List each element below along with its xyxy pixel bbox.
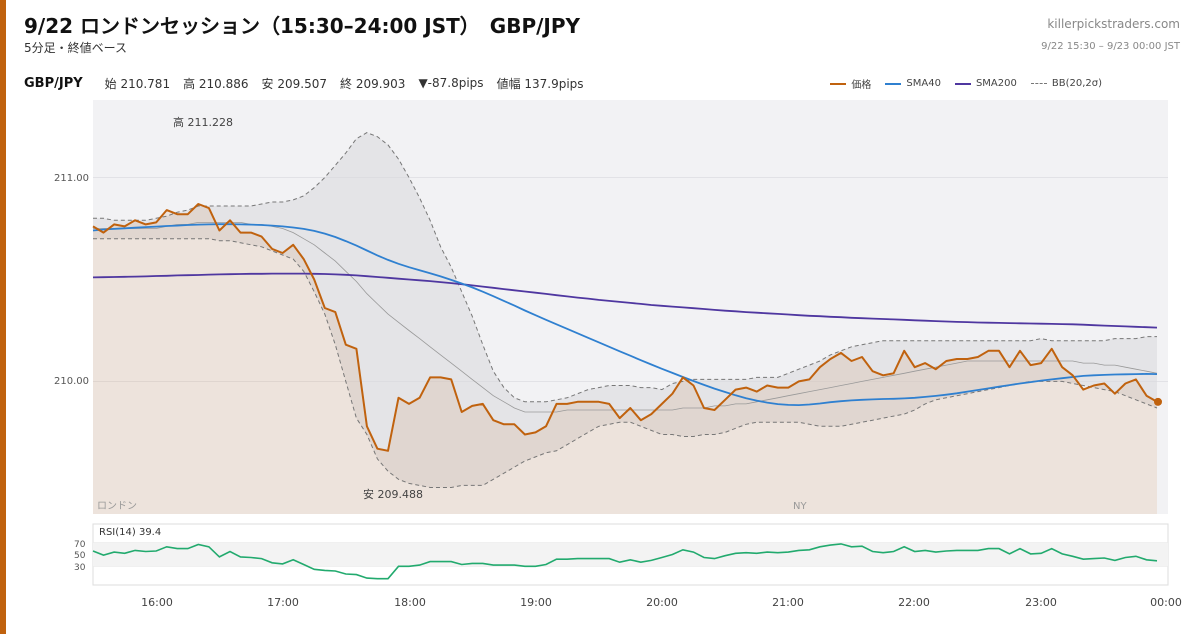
date-range: 9/22 15:30 – 9/23 00:00 JST: [1041, 41, 1180, 52]
rsi-line: [92, 543, 1158, 580]
legend-item-sma40[interactable]: SMA40: [885, 78, 941, 89]
open-price: 始 210.781: [104, 76, 171, 91]
x-tick-label: 19:00: [520, 596, 552, 609]
legend-item-price[interactable]: 価格: [830, 76, 871, 91]
brand-link[interactable]: killerpickstraders.com: [1047, 17, 1180, 31]
low-annotation: 安 209.488: [363, 487, 423, 501]
x-axis: 16:00 17:00 18:00 19:00 20:00 21:00 22:0…: [141, 596, 1182, 609]
chart-legend: 価格 SMA40 SMA200 BB(20,2σ): [816, 76, 1102, 91]
page-title: 9/22 ロンドンセッション（15:30–24:00 JST） GBP/JPY: [24, 14, 580, 38]
currency-pair: GBP/JPY: [24, 75, 83, 91]
x-tick-label: 20:00: [646, 596, 678, 609]
legend-item-sma200[interactable]: SMA200: [954, 78, 1017, 89]
accent-bar: [0, 0, 6, 634]
price-line: [92, 203, 1158, 452]
rsi-tick-label: 50: [74, 551, 86, 561]
price-change: ▼-87.8pips: [418, 76, 484, 90]
legend-item-bb[interactable]: BB(20,2σ): [1030, 78, 1102, 89]
rsi-tick-label: 30: [74, 563, 86, 573]
rsi-band: [93, 542, 1168, 567]
x-tick-label: 23:00: [1025, 596, 1057, 609]
legend-label-sma40: SMA40: [906, 78, 941, 89]
x-tick-label: 21:00: [772, 596, 804, 609]
sma200-line: [92, 272, 1158, 329]
x-tick-label: 22:00: [898, 596, 930, 609]
rsi-title: RSI(14) 39.4: [99, 527, 161, 538]
ohlc-info-bar: GBP/JPY 始 210.781 高 210.886 安 209.507 終 …: [24, 75, 597, 91]
page-subtitle: 5分足・終値ベース: [24, 41, 128, 55]
rsi-tick-label: 70: [74, 540, 86, 550]
ny-session-label: NY: [793, 501, 807, 512]
legend-swatch-sma40: [885, 82, 902, 85]
high-annotation: 高 211.228: [173, 115, 233, 129]
main-plot-area: [93, 100, 1168, 514]
price-area-fill: [93, 204, 1157, 514]
legend-swatch-sma200: [954, 82, 971, 85]
price-range: 値幅 137.9pips: [496, 76, 584, 91]
x-tick-label: 16:00: [141, 596, 173, 609]
legend-swatch-bb: [1030, 83, 1047, 84]
low-price: 安 209.507: [261, 76, 327, 91]
london-session-label: ロンドン: [97, 501, 137, 512]
close-price: 終 209.903: [340, 76, 406, 91]
x-tick-label: 17:00: [267, 596, 299, 609]
y-tick-label: 211.00: [54, 173, 89, 184]
last-price-dot[interactable]: [1154, 397, 1162, 406]
legend-label-bb: BB(20,2σ): [1051, 78, 1102, 89]
x-tick-label: 18:00: [394, 596, 426, 609]
y-tick-label: 210.00: [54, 376, 89, 387]
bb-lower-line: [93, 238, 1158, 488]
sma40-line: [92, 223, 1158, 407]
legend-label-price: 価格: [851, 80, 872, 91]
legend-swatch-price: [830, 82, 847, 85]
x-tick-label: 00:00: [1150, 596, 1182, 609]
high-price: 高 210.886: [183, 76, 249, 91]
legend-label-sma200: SMA200: [975, 78, 1017, 89]
